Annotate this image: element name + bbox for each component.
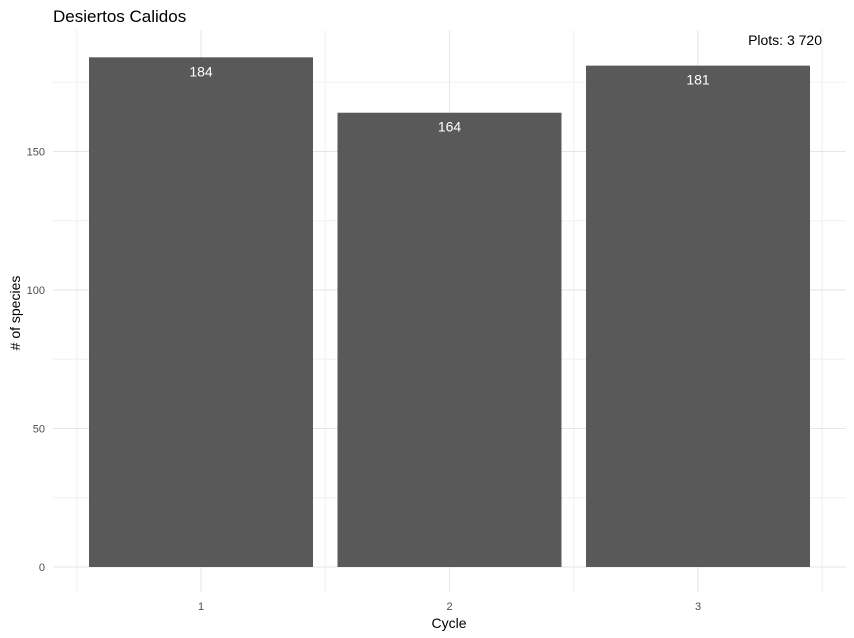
x-tick-label: 2 [446, 601, 452, 613]
x-axis-ticks: 1 2 3 [198, 601, 701, 613]
bar-2 [337, 112, 562, 567]
y-axis-title: # of species [7, 276, 23, 351]
bar-1 [89, 57, 313, 567]
chart-title: Desiertos Calidos [53, 7, 186, 26]
bar-value-label: 184 [189, 63, 213, 79]
bar-value-label: 164 [438, 119, 462, 135]
bars [89, 57, 810, 567]
x-tick-label: 1 [198, 601, 204, 613]
x-tick-label: 3 [695, 601, 701, 613]
y-tick-label: 50 [33, 424, 45, 436]
plots-annotation: Plots: 3 720 [748, 32, 822, 48]
bar-3 [586, 65, 810, 567]
x-axis-title: Cycle [431, 615, 466, 631]
y-axis-ticks: 0 50 100 150 [27, 147, 45, 575]
bar-value-label: 181 [686, 72, 710, 88]
y-tick-label: 0 [39, 562, 45, 574]
bar-labels: 184 164 181 [189, 63, 710, 134]
y-tick-label: 150 [27, 147, 45, 159]
y-tick-label: 100 [27, 285, 45, 297]
